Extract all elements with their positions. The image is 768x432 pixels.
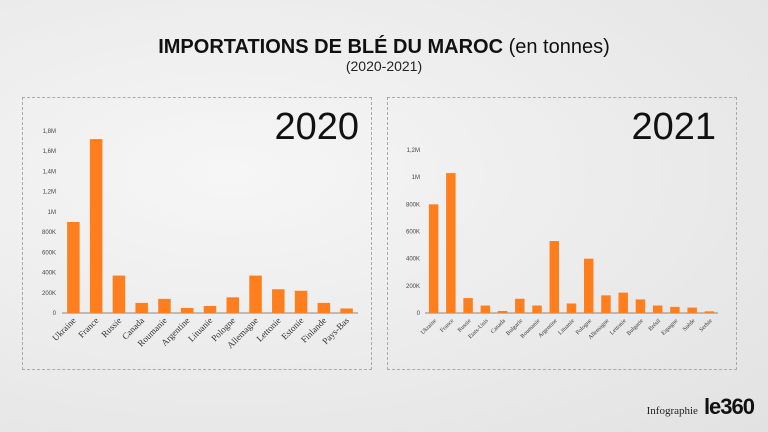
- x-tick-label: Lettonie: [609, 318, 628, 337]
- chart-title-2021: 2021: [631, 106, 716, 148]
- bar-brésil: [652, 305, 663, 313]
- y-tick-label: 1,2M: [407, 148, 420, 154]
- y-tick-label: 1M: [412, 175, 420, 181]
- y-tick-label: 800K: [406, 202, 420, 208]
- bar-allemagne: [249, 275, 262, 313]
- x-tick-label: Argentine: [538, 318, 559, 339]
- bar-estonie: [294, 290, 308, 313]
- bar-suède: [687, 307, 697, 313]
- chart-title-2020: 2020: [274, 106, 359, 148]
- chart-panel-2021: 2021: [387, 97, 737, 370]
- bar-bulgarie: [515, 298, 525, 313]
- y-tick-label: 400K: [42, 271, 56, 277]
- title-suffix: (en tonnes): [508, 36, 610, 58]
- title-main: IMPORTATIONS DE BLÉ DU MAROC: [158, 36, 504, 58]
- x-tick-label: Ukraine: [420, 318, 438, 336]
- brand-logo: le360: [703, 394, 755, 419]
- bar-etats-unis: [480, 305, 491, 313]
- x-tick-label: Russie: [99, 315, 123, 339]
- x-tick-label: Espagne: [661, 318, 680, 337]
- page-subtitle: (2020-2021): [345, 58, 423, 74]
- y-tick-label: 1M: [48, 210, 56, 216]
- x-tick-label: Serbie: [699, 318, 714, 333]
- y-tick-label: 400K: [406, 257, 420, 263]
- y-tick-label: 1,4M: [43, 169, 56, 175]
- y-tick-label: 1,8M: [43, 129, 56, 135]
- y-tick-label: 1,2M: [43, 190, 56, 196]
- bar-argentine: [549, 241, 560, 313]
- bar-lettonie: [272, 289, 285, 313]
- bar-allemagne: [601, 295, 611, 313]
- y-tick-label: 0: [53, 311, 57, 317]
- x-tick-label: Lituanie: [186, 315, 214, 343]
- y-tick-label: 800K: [42, 230, 56, 236]
- y-tick-label: 600K: [42, 250, 56, 256]
- bar-argentine: [180, 307, 194, 313]
- bar-roumanie: [532, 305, 542, 313]
- y-tick-label: 600K: [406, 230, 420, 236]
- x-tick-label: Lettonie: [254, 315, 282, 343]
- bar-espagne: [670, 306, 680, 313]
- bar-finlande: [317, 302, 331, 313]
- bar-roumanie: [158, 298, 171, 313]
- x-tick-label: Bulgarie: [626, 318, 645, 337]
- bar-serbie: [704, 311, 715, 313]
- bar-lituanie: [566, 303, 577, 313]
- bar-france: [446, 173, 456, 313]
- bar-pologne: [226, 297, 240, 313]
- bar-ukraine: [428, 204, 439, 313]
- page-title: IMPORTATIONS DE BLÉ DU MAROC (en tonnes): [0, 36, 768, 59]
- bar-lettonie: [618, 292, 628, 313]
- x-tick-label: Brésil: [648, 318, 663, 333]
- x-tick-label: France: [76, 315, 100, 339]
- bar-lituanie: [203, 305, 217, 313]
- bar-russie: [463, 298, 473, 313]
- y-tick-label: 200K: [42, 291, 56, 297]
- bar-france: [89, 139, 103, 313]
- x-tick-label: France: [439, 318, 455, 334]
- x-tick-label: Ukraine: [50, 315, 78, 343]
- y-tick-label: 200K: [406, 284, 420, 290]
- bar-pologne: [583, 258, 594, 313]
- x-tick-label: Lituanie: [558, 318, 577, 337]
- y-tick-label: 1,6M: [43, 149, 56, 155]
- chart-panel-2020: 2020: [22, 97, 372, 370]
- bar-canada: [135, 302, 148, 313]
- bar-canada: [497, 310, 508, 313]
- bar-russie: [112, 275, 126, 313]
- x-tick-label: Suède: [682, 318, 697, 333]
- x-tick-label: Russie: [457, 318, 473, 334]
- bar-pays-bas: [340, 308, 353, 313]
- bar-ukraine: [67, 222, 80, 313]
- footer-label: Infographie: [646, 405, 698, 417]
- bar-bulgarie: [635, 299, 646, 313]
- footer: Infographie le360: [646, 394, 755, 420]
- y-tick-label: 0: [417, 311, 421, 317]
